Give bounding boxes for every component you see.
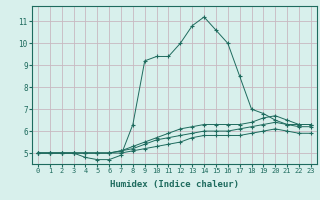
X-axis label: Humidex (Indice chaleur): Humidex (Indice chaleur) [110,180,239,189]
